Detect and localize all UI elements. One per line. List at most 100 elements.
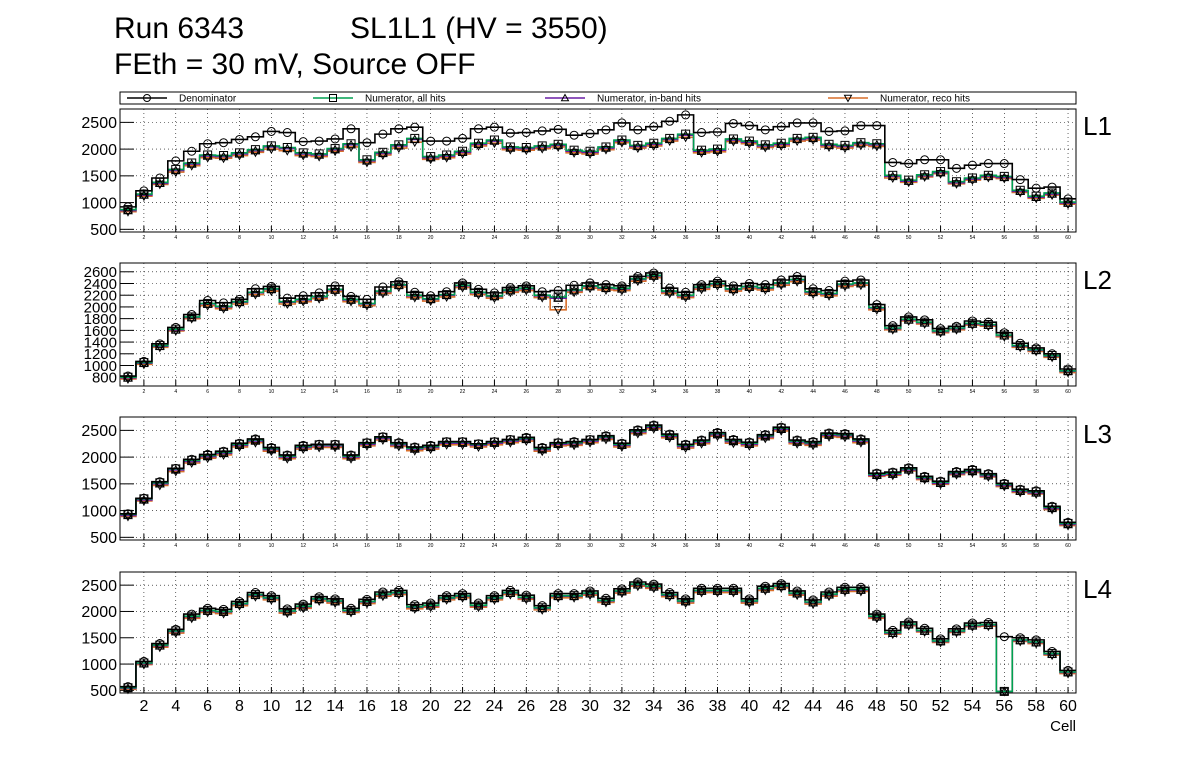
x-tick-label-small: 50 [906, 543, 912, 549]
data-point [824, 126, 834, 136]
x-tick-label: 36 [677, 698, 695, 715]
data-point [330, 144, 340, 154]
data-point [808, 437, 818, 447]
data-point [521, 590, 531, 600]
data-point [505, 588, 515, 598]
y-tick-label: 1200 [84, 346, 117, 363]
data-point [792, 591, 803, 601]
x-tick-label-small: 2 [143, 235, 146, 241]
data-point [856, 138, 866, 148]
data-point [171, 156, 181, 166]
data-point [235, 148, 244, 158]
data-point [776, 427, 787, 436]
data-point [425, 297, 436, 307]
data-point [521, 437, 532, 447]
data-point [744, 121, 754, 131]
data-point [983, 173, 994, 183]
data-point [250, 590, 260, 600]
x-tick-label-small: 50 [906, 389, 912, 395]
data-point [824, 592, 834, 602]
data-point [409, 605, 420, 614]
data-point [282, 606, 292, 616]
data-point [617, 281, 627, 291]
data-point [219, 301, 229, 311]
data-point [967, 316, 977, 326]
x-tick-label-small: 28 [555, 235, 561, 241]
data-point [744, 285, 755, 294]
data-point [952, 177, 961, 187]
data-point [474, 598, 483, 608]
data-point [441, 153, 452, 163]
x-tick-label: 48 [868, 698, 886, 715]
data-point [696, 149, 707, 158]
y-tick-label: 1800 [84, 311, 117, 328]
data-point [473, 290, 484, 300]
y-tick-label: 1500 [81, 631, 117, 648]
data-point [330, 439, 340, 449]
data-point [601, 280, 611, 290]
data-point [633, 579, 643, 589]
data-point [314, 594, 324, 604]
y-tick-label: 1000 [81, 657, 117, 674]
data-point [760, 286, 771, 295]
data-point [983, 159, 993, 169]
data-point [123, 202, 133, 212]
data-point [489, 294, 500, 304]
data-point [952, 321, 961, 331]
data-point [792, 271, 802, 281]
data-point [856, 582, 866, 592]
data-point [856, 141, 866, 151]
data-point [887, 630, 898, 640]
data-point [489, 591, 499, 601]
data-point [346, 450, 356, 460]
data-point [489, 596, 500, 605]
data-point [728, 439, 739, 449]
data-point [617, 118, 627, 128]
data-point [218, 154, 229, 164]
data-point [617, 286, 627, 296]
data-point [187, 158, 197, 168]
data-point [186, 614, 197, 624]
data-point [648, 142, 659, 151]
data-point [362, 596, 372, 606]
x-tick-label-small: 60 [1065, 543, 1071, 549]
data-point [952, 626, 961, 636]
data-point [904, 463, 914, 473]
x-tick-label-small: 32 [619, 235, 625, 241]
legend-label-1: Numerator, all hits [365, 94, 446, 105]
data-point [776, 581, 786, 591]
data-point [298, 601, 308, 611]
data-point [489, 122, 499, 132]
data-point [346, 139, 356, 149]
data-point [680, 444, 691, 454]
data-point [601, 142, 611, 152]
data-point [585, 129, 595, 139]
data-point [426, 440, 436, 450]
series-line-denominator [120, 272, 1076, 377]
data-point [553, 306, 564, 315]
data-point [330, 596, 340, 606]
data-point [155, 173, 165, 183]
data-point [951, 628, 962, 638]
data-point [537, 603, 547, 613]
data-point [665, 588, 675, 598]
x-tick-label-small: 40 [747, 235, 753, 241]
data-point [1063, 364, 1073, 374]
data-point [999, 686, 1009, 696]
data-point [187, 454, 197, 464]
data-point [553, 292, 563, 302]
data-point [936, 155, 946, 165]
x-tick-label-small: 10 [269, 543, 275, 549]
data-point [1031, 635, 1041, 645]
data-point [441, 293, 452, 303]
data-point [952, 163, 961, 173]
data-point [1031, 183, 1041, 193]
data-point [664, 137, 675, 147]
data-point [1047, 649, 1057, 659]
data-point [553, 438, 563, 448]
data-point [521, 283, 531, 293]
x-tick-label: 14 [326, 698, 344, 715]
data-point [250, 588, 260, 598]
data-point [170, 168, 181, 178]
